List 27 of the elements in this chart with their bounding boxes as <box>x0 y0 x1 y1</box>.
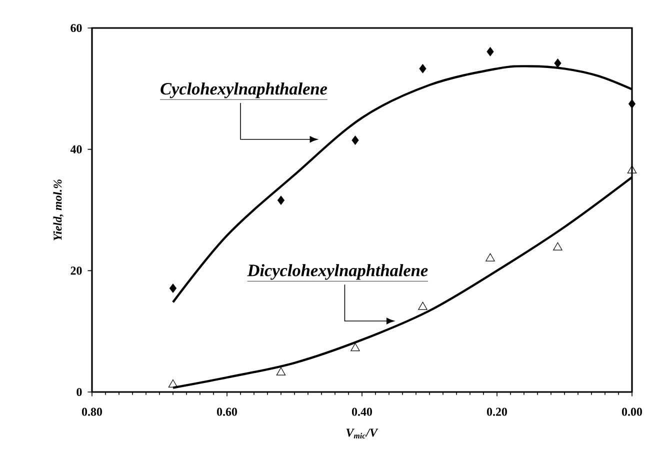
y-tick-label: 0 <box>76 388 82 396</box>
annotation: Dicyclohexylnaphthalene <box>247 264 428 280</box>
point <box>277 196 285 205</box>
y-tick-label: 60 <box>70 24 82 32</box>
point <box>418 302 428 310</box>
point <box>169 284 177 293</box>
point <box>168 379 178 388</box>
point <box>553 242 562 250</box>
point <box>352 136 359 145</box>
point <box>419 64 426 74</box>
y-axis-title: Yield, mol.% <box>53 180 64 240</box>
point <box>486 46 494 56</box>
point <box>486 253 495 262</box>
text: V$_{mic}$/V <box>346 428 378 438</box>
y-tick-label: 20 <box>70 266 82 275</box>
point <box>350 343 360 352</box>
x-tick-label: 0.80 <box>82 408 102 416</box>
point <box>554 58 562 68</box>
x-tick-label: 0.40 <box>352 408 372 416</box>
x-tick-label: 0.20 <box>486 408 507 416</box>
x-tick-label: 0.60 <box>216 408 237 416</box>
y-tick-label: 40 <box>70 145 82 154</box>
x-tick-label: 0.00 <box>622 408 642 416</box>
annotation: Cyclohexylnaphthalene <box>160 82 328 98</box>
point <box>628 99 636 109</box>
point <box>627 165 637 174</box>
point <box>276 367 286 376</box>
